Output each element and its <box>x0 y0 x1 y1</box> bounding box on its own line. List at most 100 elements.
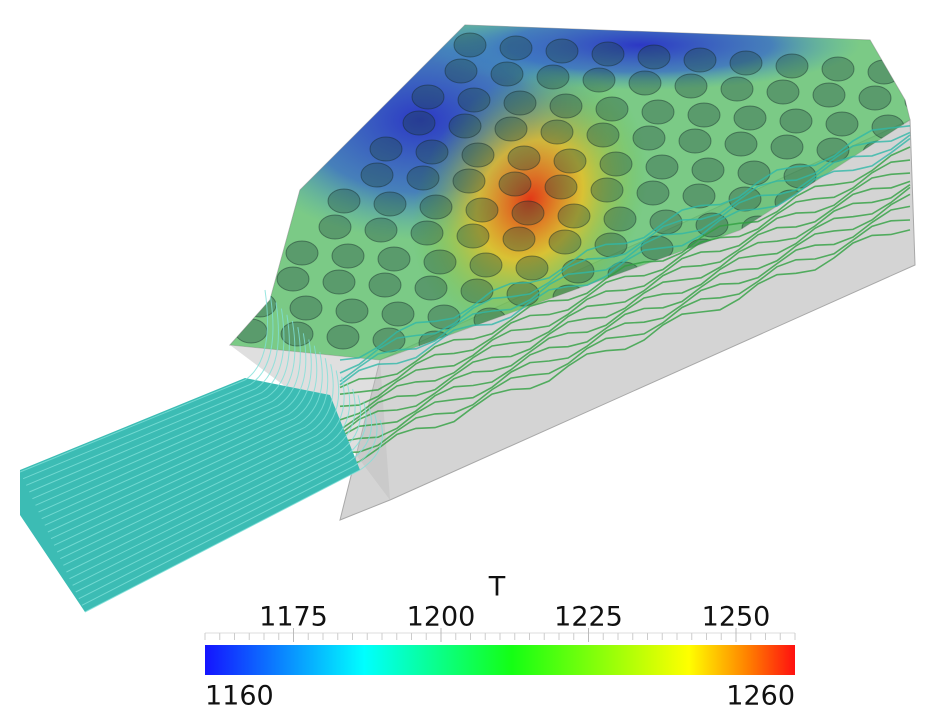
cylinder <box>323 270 355 294</box>
cylinder <box>595 233 627 257</box>
cylinder <box>516 256 548 280</box>
cylinder <box>587 123 619 147</box>
cylinder <box>541 120 573 144</box>
cylinder <box>412 85 444 109</box>
cylinder <box>730 51 762 75</box>
cylinder <box>373 328 405 352</box>
cylinder <box>604 207 636 231</box>
cylinder <box>504 91 536 115</box>
cylinder <box>554 149 586 173</box>
cylinder <box>638 45 670 69</box>
cylinder <box>583 68 615 92</box>
cylinder <box>332 244 364 268</box>
cylinder <box>328 189 360 213</box>
cylinder <box>688 103 720 127</box>
cylinder <box>646 155 678 179</box>
cylinder <box>277 267 309 291</box>
cylinder <box>416 140 448 164</box>
cylinder <box>378 247 410 271</box>
cylinder <box>813 83 845 107</box>
visualization: T 1160 1260 1175 1200 1225 1250 <box>0 0 925 717</box>
cylinder <box>738 161 770 185</box>
cylinder <box>336 299 368 323</box>
cylinder <box>411 221 443 245</box>
cylinder <box>826 112 858 136</box>
cylinder <box>721 77 753 101</box>
cylinder <box>445 59 477 83</box>
cylinder <box>537 65 569 89</box>
cylinder <box>453 169 485 193</box>
cylinder <box>637 181 669 205</box>
cylinder <box>725 132 757 156</box>
cylinder <box>415 276 447 300</box>
cylinder <box>592 42 624 66</box>
cylinder <box>374 192 406 216</box>
cylinder <box>457 224 489 248</box>
cylinder <box>633 126 665 150</box>
cylinder <box>767 80 799 104</box>
cylinder <box>290 296 322 320</box>
cylinder <box>503 227 535 251</box>
cylinder <box>776 54 808 78</box>
cylinder <box>545 175 577 199</box>
tick-label: 1200 <box>407 602 476 633</box>
cylinder <box>914 63 925 87</box>
cylinder <box>407 166 439 190</box>
cylinder <box>512 201 544 225</box>
cylinder <box>684 48 716 72</box>
cylinder <box>495 117 527 141</box>
cylinder <box>771 135 803 159</box>
cylinder <box>596 97 628 121</box>
cylinder <box>500 36 532 60</box>
cylinder <box>499 172 531 196</box>
cylinder <box>905 89 925 113</box>
cylinder <box>549 230 581 254</box>
cylinder <box>454 33 486 57</box>
colorbar-max: 1260 <box>726 681 795 712</box>
cylinder <box>369 273 401 297</box>
cylinder <box>449 114 481 138</box>
cylinder <box>403 111 435 135</box>
cylinder <box>679 129 711 153</box>
cylinder <box>642 100 674 124</box>
cylinder <box>507 282 539 306</box>
cylinder <box>370 137 402 161</box>
cylinder <box>591 178 623 202</box>
cylinder <box>600 152 632 176</box>
cylinder <box>458 88 490 112</box>
cylinder <box>558 204 590 228</box>
cylinder <box>734 106 766 130</box>
page: T 1160 1260 1175120012251250 (() => { co… <box>0 0 925 717</box>
inlet <box>20 378 360 612</box>
cylinder <box>470 253 502 277</box>
tick-label: 1250 <box>702 602 771 633</box>
cylinder <box>859 86 891 110</box>
cylinder <box>420 195 452 219</box>
colorbar-gradient <box>205 645 795 675</box>
cylinder <box>822 57 854 81</box>
tick-label: 1175 <box>259 602 328 633</box>
colorbar-title: T <box>488 572 506 603</box>
cylinder <box>424 250 456 274</box>
cylinder <box>780 109 812 133</box>
cylinder <box>365 218 397 242</box>
cylinder <box>286 241 318 265</box>
cylinder <box>550 94 582 118</box>
tick-label: 1225 <box>554 602 623 633</box>
cylinder <box>491 62 523 86</box>
cylinder <box>629 71 661 95</box>
cylinder <box>692 158 724 182</box>
cylinder <box>235 319 267 343</box>
cylinder <box>466 198 498 222</box>
cylinder <box>508 146 540 170</box>
cylinder <box>462 143 494 167</box>
cylinder <box>461 279 493 303</box>
cylinder <box>382 302 414 326</box>
cylinder <box>546 39 578 63</box>
cylinder <box>675 74 707 98</box>
cylinder <box>281 322 313 346</box>
cylinder <box>361 163 393 187</box>
colorbar-min: 1160 <box>205 681 274 712</box>
cylinder <box>319 215 351 239</box>
colorbar: T 1160 1260 1175 1200 1225 1250 <box>205 572 795 712</box>
